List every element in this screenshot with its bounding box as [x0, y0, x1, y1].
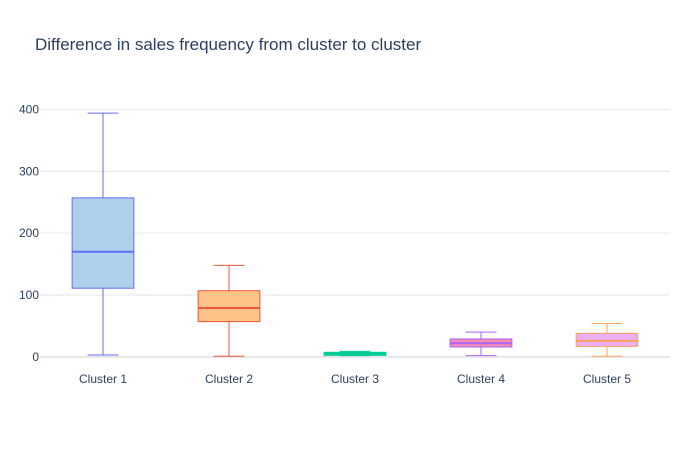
y-tick-label: 300	[19, 164, 39, 178]
chart-title: Difference in sales frequency from clust…	[35, 35, 421, 54]
x-tick-label: Cluster 4	[457, 372, 505, 386]
x-tick-label: Cluster 5	[583, 372, 631, 386]
x-axis-tick-labels: Cluster 1 Cluster 2 Cluster 3 Cluster 4 Clus…	[79, 372, 631, 386]
box-4	[449, 331, 513, 357]
iqr-box	[197, 290, 261, 323]
x-tick-label: Cluster 1	[79, 372, 127, 386]
box-1	[71, 112, 135, 356]
box-3	[323, 350, 387, 357]
iqr-box	[71, 197, 135, 289]
box-plot-series	[71, 112, 639, 357]
grid-layer	[40, 108, 670, 358]
y-tick-label: 0	[32, 350, 39, 364]
box-5	[575, 322, 639, 357]
y-axis-tick-labels: 0 100 200 300 400	[19, 102, 39, 364]
x-tick-label: Cluster 3	[331, 372, 379, 386]
box-2	[197, 264, 261, 357]
y-tick-label: 100	[19, 288, 39, 302]
y-tick-label: 200	[19, 226, 39, 240]
y-tick-label: 400	[19, 102, 39, 116]
x-tick-label: Cluster 2	[205, 372, 253, 386]
